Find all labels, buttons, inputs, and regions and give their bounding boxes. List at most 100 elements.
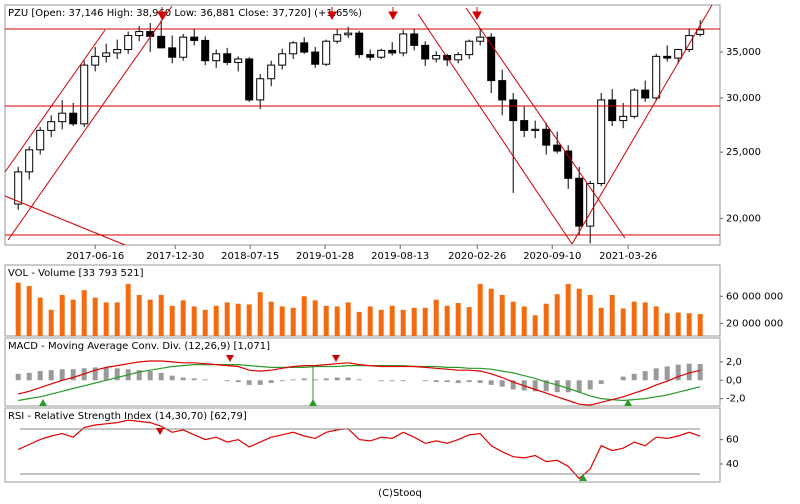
y-tick-label: 60 000 000 — [726, 291, 783, 302]
histogram-bar — [191, 378, 197, 381]
y-tick-label: 0,0 — [726, 375, 742, 386]
panel-title: RSI - Relative Strength Index (14,30,70)… — [8, 411, 247, 422]
volume-bar — [576, 288, 582, 336]
indicator-line — [18, 360, 701, 406]
histogram-bar — [455, 380, 461, 384]
volume-bar — [510, 301, 516, 336]
volume-bar — [532, 315, 538, 336]
volume-bar — [257, 292, 263, 336]
histogram-bar — [180, 377, 186, 381]
volume-bar — [246, 304, 252, 336]
histogram-bar — [114, 368, 120, 381]
histogram-bar — [378, 380, 384, 382]
candle-body — [212, 53, 221, 62]
volume-bar — [488, 288, 494, 336]
histogram-bar — [136, 370, 142, 381]
candle-body — [542, 128, 551, 146]
panel-frame — [4, 407, 721, 483]
histogram-bar — [301, 378, 307, 381]
candle-body — [619, 115, 628, 122]
histogram-bar — [433, 380, 439, 383]
footer: (C)Stooq — [378, 488, 422, 499]
y-tick-label: 20,000 — [726, 214, 761, 225]
histogram-bar — [697, 364, 703, 381]
volume-bar — [554, 294, 560, 336]
candle-body — [630, 89, 639, 117]
candle-body — [256, 78, 265, 101]
volume-bar — [466, 307, 472, 336]
candle-body — [25, 149, 34, 173]
y-tick-label: -2,0 — [726, 394, 746, 405]
volume-bar — [389, 305, 395, 336]
volume-bar — [664, 313, 670, 336]
panel-title: MACD - Moving Average Conv. Div. (12,26,… — [8, 341, 270, 352]
candle-body — [333, 34, 342, 42]
histogram-bar — [499, 380, 505, 387]
volume-bar — [26, 286, 32, 336]
volume-bar — [213, 305, 219, 336]
histogram-bar — [554, 380, 560, 393]
sell-arrow — [157, 7, 167, 21]
candle-body — [289, 42, 298, 55]
sell-arrow — [472, 7, 482, 21]
candle-body — [652, 55, 661, 99]
volume-bar — [279, 306, 285, 336]
volume-bar — [235, 303, 241, 336]
candle-body — [58, 112, 67, 123]
x-tick-label: 2018-07-15 — [221, 251, 279, 262]
candle-body — [454, 54, 463, 61]
volume-bar — [37, 297, 43, 336]
histogram-bar — [356, 379, 362, 381]
histogram-bar — [169, 375, 175, 381]
volume-bar — [521, 306, 527, 336]
volume-bar — [323, 305, 329, 336]
candle-body — [47, 121, 56, 131]
sell-signal — [226, 355, 234, 362]
volume-bar — [268, 301, 274, 336]
volume-bar — [433, 299, 439, 336]
plot-area: 35,000 30,000 25,000 20,000 2017-06-16 2017-1… — [4, 4, 783, 483]
histogram-bar — [290, 379, 296, 381]
volume-bar — [543, 303, 549, 336]
y-tick-label: 20 000 000 — [726, 318, 783, 329]
x-tick-label: 2020-09-10 — [523, 251, 581, 262]
volume-bar — [598, 307, 604, 336]
buy-signal — [309, 399, 317, 406]
candle-body — [663, 55, 672, 59]
candle-body — [608, 99, 617, 122]
histogram-bar — [48, 370, 54, 381]
histogram-bar — [444, 380, 450, 383]
candle-body — [685, 35, 694, 51]
panel-title: PZU [Open: 37,146 High: 38,960 Low: 36,8… — [8, 8, 362, 19]
x-tick-label: 2019-01-28 — [296, 251, 354, 262]
candle-body — [531, 128, 540, 131]
candle-body — [135, 31, 144, 37]
trend-line — [7, 5, 173, 241]
volume-bar — [609, 294, 615, 336]
trend-line — [4, 195, 126, 246]
histogram-bar — [565, 380, 571, 393]
sell-signal — [332, 355, 340, 362]
x-tick-label: 2017-06-16 — [66, 251, 124, 262]
candle-body — [465, 40, 474, 56]
volume-bar — [180, 300, 186, 336]
candle-body — [80, 64, 89, 125]
candle-body — [245, 58, 254, 101]
panel-frame — [4, 337, 721, 407]
volume-bar — [147, 299, 153, 336]
candle-body — [234, 58, 243, 63]
candle-body — [300, 42, 309, 53]
volume-bar — [499, 294, 505, 336]
candle-body — [476, 36, 485, 42]
candle-body — [377, 49, 386, 58]
histogram-bar — [543, 380, 549, 392]
candle-body — [366, 54, 375, 58]
y-tick-label: 40 — [726, 459, 739, 470]
candle-body — [36, 129, 45, 151]
histogram-bar — [147, 371, 153, 381]
buy-signal — [624, 399, 632, 406]
candle-body — [179, 36, 188, 58]
histogram-bar — [598, 380, 604, 384]
volume-bar — [378, 309, 384, 336]
volume-bar — [367, 306, 373, 336]
